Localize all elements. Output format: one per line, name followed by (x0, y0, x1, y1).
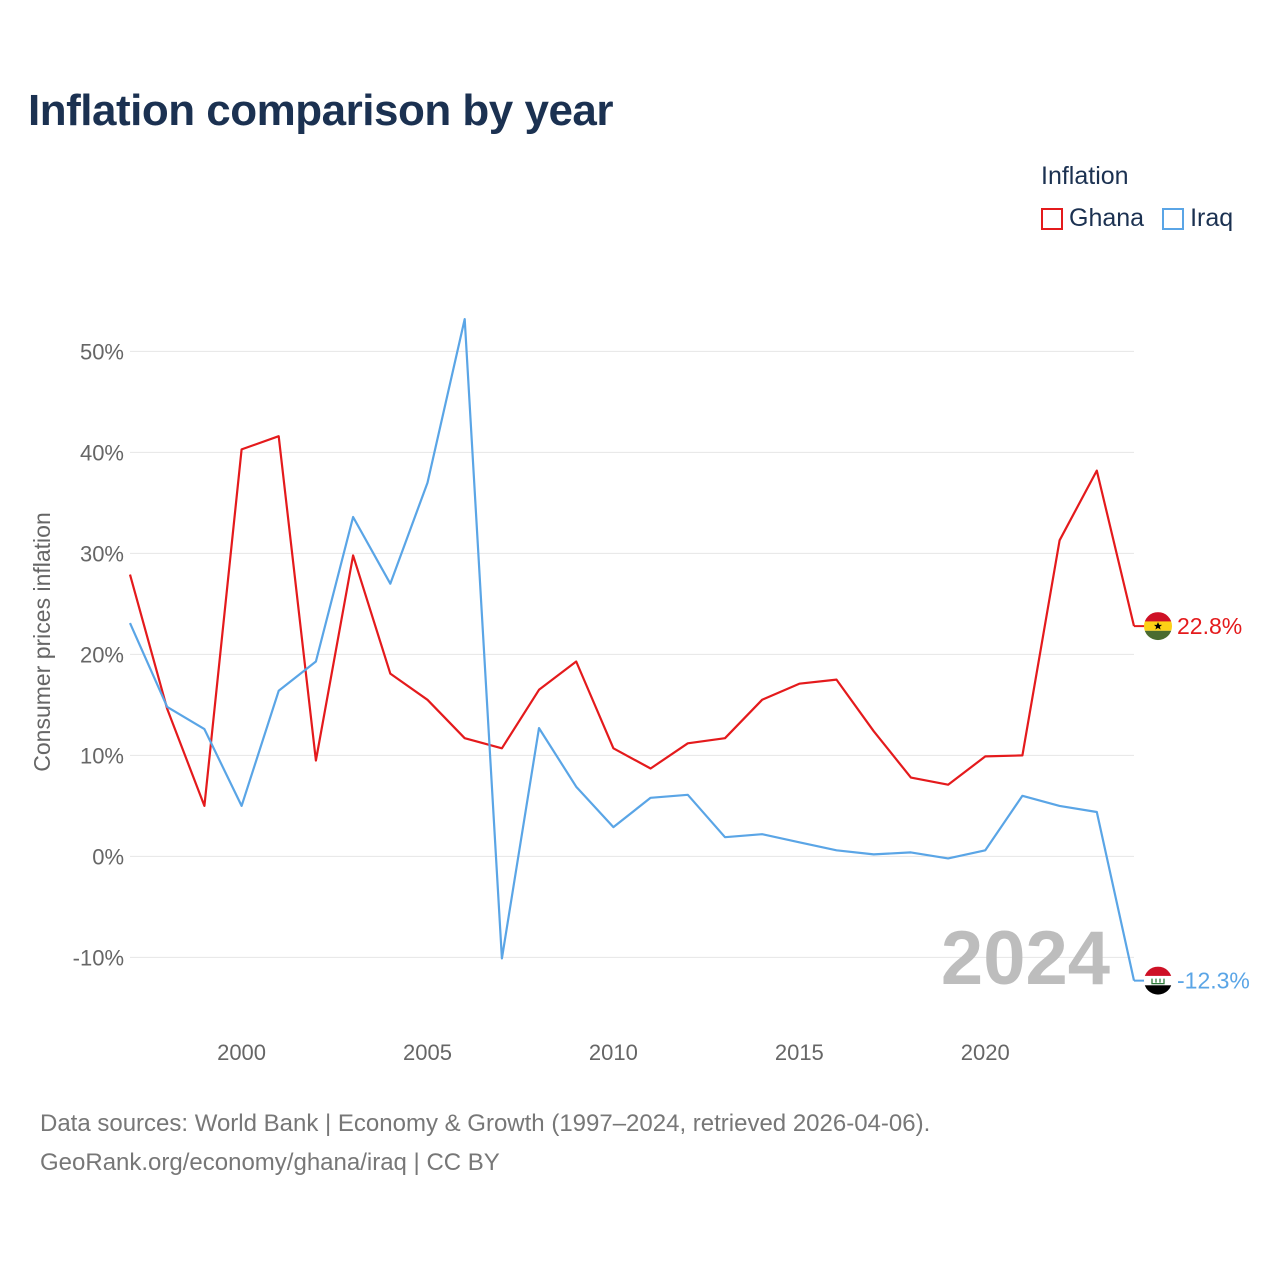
ghana-flag-icon (1144, 612, 1172, 641)
legend-item-ghana[interactable]: Ghana (1041, 204, 1144, 233)
x-axis-ticks: 2000 2005 2010 2015 2020 (217, 1040, 1010, 1065)
y-tick-label: 50% (80, 339, 124, 364)
x-tick-label: 2005 (403, 1040, 452, 1065)
y-tick-label: 30% (80, 541, 124, 566)
series-line-ghana (128, 435, 1136, 808)
iraq-flag-icon (1144, 966, 1172, 995)
end-label-ghana: 22.8% (1177, 613, 1242, 639)
legend-label-ghana: Ghana (1069, 204, 1145, 232)
x-tick-label: 2020 (961, 1040, 1010, 1065)
source-url-text: GeoRank.org/economy/ghana/iraq | CC BY (40, 1149, 500, 1176)
legend-item-iraq[interactable]: Iraq (1162, 204, 1233, 233)
y-tick-label: 40% (80, 440, 124, 465)
y-tick-label: 0% (92, 844, 124, 869)
legend-title: Inflation (1041, 162, 1129, 190)
end-markers (1144, 612, 1172, 995)
y-axis-label: Consumer prices inflation (29, 512, 55, 772)
x-tick-label: 2000 (217, 1040, 266, 1065)
data-source-text: Data sources: World Bank | Economy & Gro… (40, 1110, 931, 1137)
series-lines (128, 318, 1146, 982)
legend: Ghana Iraq (1041, 204, 1233, 233)
series-line-iraq (128, 318, 1136, 981)
x-tick-label: 2015 (775, 1040, 824, 1065)
legend-label-iraq: Iraq (1190, 204, 1234, 232)
y-axis-ticks: 50% 40% 30% 20% 10% 0% -10% (73, 339, 124, 970)
x-tick-label: 2010 (589, 1040, 638, 1065)
footer: Data sources: World Bank | Economy & Gro… (40, 1104, 930, 1182)
y-tick-label: 20% (80, 642, 124, 667)
legend-swatch-iraq (1162, 207, 1185, 230)
chart-title: Inflation comparison by year (28, 86, 614, 135)
y-tick-label: -10% (73, 945, 124, 970)
y-tick-label: 10% (80, 743, 124, 768)
legend-swatch-ghana (1041, 207, 1063, 230)
end-labels: 22.8% -12.3% (1177, 613, 1250, 994)
year-watermark: 2024 (941, 916, 1110, 1001)
end-label-iraq: -12.3% (1177, 968, 1250, 994)
gridlines (130, 350, 1134, 958)
